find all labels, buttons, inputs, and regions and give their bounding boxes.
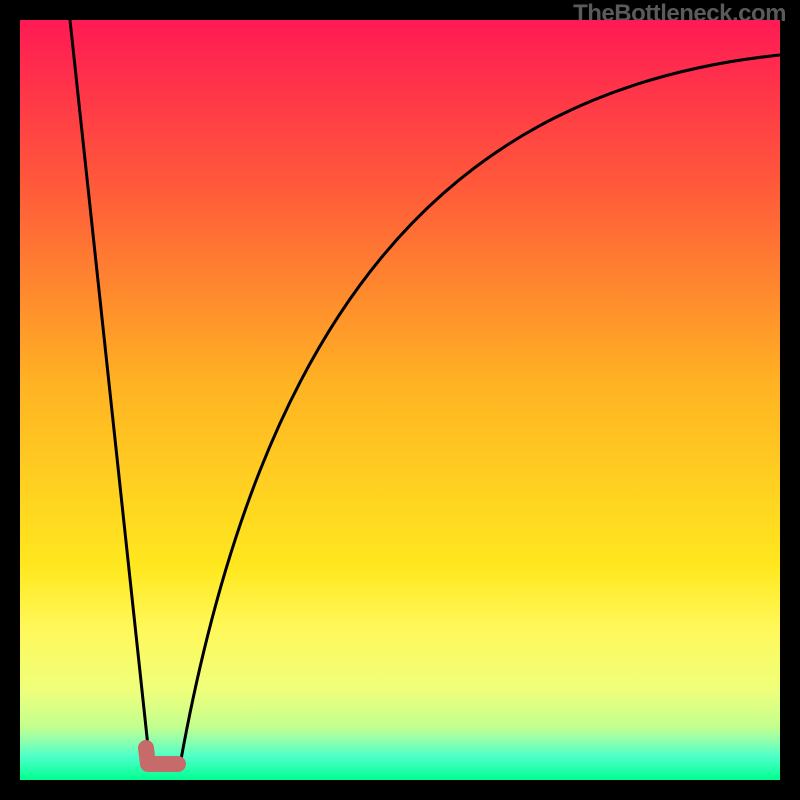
chart-overlay [20,20,780,780]
optimal-point-marker [146,748,178,764]
chart-container: TheBottleneck.com [0,0,800,800]
bottleneck-curve [70,20,780,765]
